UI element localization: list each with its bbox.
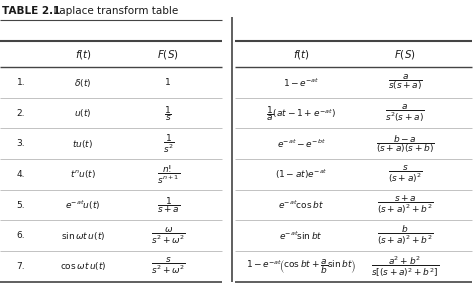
Text: $\dfrac{a}{s(s+a)}$: $\dfrac{a}{s(s+a)}$ bbox=[388, 73, 423, 92]
Text: 1: 1 bbox=[165, 78, 171, 87]
Text: 5.: 5. bbox=[17, 200, 25, 210]
Text: $e^{-at}-e^{-bt}$: $e^{-at}-e^{-bt}$ bbox=[277, 138, 325, 150]
Text: $\mathit{f}$$\mathit{(t)}$: $\mathit{f}$$\mathit{(t)}$ bbox=[292, 48, 310, 61]
Text: $\mathit{F}$$\mathit{(S)}$: $\mathit{F}$$\mathit{(S)}$ bbox=[394, 48, 416, 61]
Text: 7.: 7. bbox=[17, 262, 25, 271]
Text: 6.: 6. bbox=[17, 231, 25, 240]
Text: $t^n u(t)$: $t^n u(t)$ bbox=[70, 168, 96, 180]
Text: $\dfrac{s}{(s+a)^2}$: $\dfrac{s}{(s+a)^2}$ bbox=[388, 164, 423, 185]
Text: $1-e^{-at}$: $1-e^{-at}$ bbox=[283, 76, 319, 89]
Text: $e^{-at}\sin bt$: $e^{-at}\sin bt$ bbox=[279, 230, 323, 242]
Text: $tu(t)$: $tu(t)$ bbox=[73, 138, 93, 150]
Text: $e^{-at}\cos bt$: $e^{-at}\cos bt$ bbox=[278, 199, 324, 211]
Text: $\dfrac{s+a}{(s+a)^2+b^2}$: $\dfrac{s+a}{(s+a)^2+b^2}$ bbox=[377, 194, 433, 216]
Text: $\dfrac{\omega}{s^2+\omega^2}$: $\dfrac{\omega}{s^2+\omega^2}$ bbox=[151, 226, 186, 246]
Text: $u(t)$: $u(t)$ bbox=[74, 107, 91, 119]
Text: $\sin\omega t\, u(t)$: $\sin\omega t\, u(t)$ bbox=[61, 230, 105, 242]
Text: $\delta(t)$: $\delta(t)$ bbox=[74, 77, 91, 89]
Text: $\cos\omega t\, u(t)$: $\cos\omega t\, u(t)$ bbox=[60, 260, 106, 272]
Text: $\dfrac{1}{a}(at-1+e^{-at})$: $\dfrac{1}{a}(at-1+e^{-at})$ bbox=[266, 104, 336, 123]
Text: $\dfrac{b}{(s+a)^2+b^2}$: $\dfrac{b}{(s+a)^2+b^2}$ bbox=[377, 224, 433, 247]
Text: $\dfrac{s}{s^2+\omega^2}$: $\dfrac{s}{s^2+\omega^2}$ bbox=[151, 256, 186, 277]
Text: $\dfrac{n!}{s^{n+1}}$: $\dfrac{n!}{s^{n+1}}$ bbox=[157, 163, 180, 186]
Text: $1-e^{-at}\!\left(\cos bt+\dfrac{a}{b}\sin bt\right)$: $1-e^{-at}\!\left(\cos bt+\dfrac{a}{b}\s… bbox=[246, 257, 356, 276]
Text: $\dfrac{1}{s}$: $\dfrac{1}{s}$ bbox=[164, 104, 172, 123]
Text: $\mathit{f}$$\mathit{(t)}$: $\mathit{f}$$\mathit{(t)}$ bbox=[74, 48, 91, 61]
Text: $e^{-at}u(t)$: $e^{-at}u(t)$ bbox=[65, 198, 100, 212]
Text: $\dfrac{1}{s+a}$: $\dfrac{1}{s+a}$ bbox=[156, 195, 180, 215]
Text: TABLE 2.1: TABLE 2.1 bbox=[2, 6, 61, 16]
Text: $\mathit{F}$$\mathit{(S)}$: $\mathit{F}$$\mathit{(S)}$ bbox=[157, 48, 179, 61]
Text: 2.: 2. bbox=[17, 109, 25, 118]
Text: $\dfrac{a^2+b^2}{s[(s+a)^2+b^2]}$: $\dfrac{a^2+b^2}{s[(s+a)^2+b^2]}$ bbox=[371, 254, 439, 279]
Text: $\dfrac{a}{s^2(s+a)}$: $\dfrac{a}{s^2(s+a)}$ bbox=[385, 103, 425, 124]
Text: 4.: 4. bbox=[17, 170, 25, 179]
Text: 3.: 3. bbox=[17, 139, 25, 148]
Text: Laplace transform table: Laplace transform table bbox=[47, 6, 179, 16]
Text: $\dfrac{b-a}{(s+a)(s+b)}$: $\dfrac{b-a}{(s+a)(s+b)}$ bbox=[376, 133, 435, 155]
Text: 1.: 1. bbox=[17, 78, 25, 87]
Text: $\dfrac{1}{s^2}$: $\dfrac{1}{s^2}$ bbox=[163, 133, 174, 155]
Text: $(1-at)e^{-at}$: $(1-at)e^{-at}$ bbox=[274, 168, 328, 181]
